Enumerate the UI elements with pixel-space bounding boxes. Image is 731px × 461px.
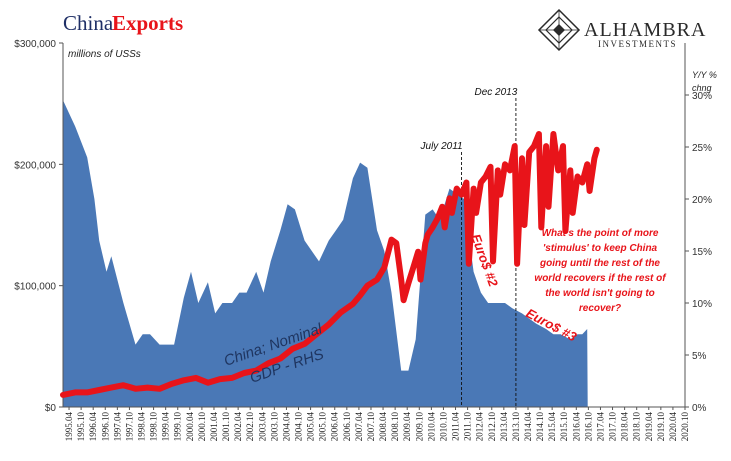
x-tick-label: 2019.04	[644, 412, 654, 442]
x-tick-label: 2019.10	[656, 412, 666, 442]
question-line-4: world recovers if the rest of	[534, 273, 667, 284]
x-tick-label: 2015.10	[559, 412, 569, 442]
left-tick-label: $300,000	[14, 39, 56, 50]
left-axis-label: millions of USSs	[68, 49, 141, 60]
x-tick-label: 2010.04	[426, 412, 436, 442]
x-tick-label: 2020.04	[668, 412, 678, 442]
x-tick-label: 1999.10	[173, 412, 183, 442]
x-tick-label: 2013.10	[511, 412, 521, 442]
gdp-area-layer	[63, 100, 588, 407]
x-tick-label: 2018.10	[632, 412, 642, 442]
x-tick-label: 1998.10	[149, 412, 159, 442]
x-tick-label: 2010.10	[438, 412, 448, 442]
x-tick-label: 2005.04	[306, 412, 316, 442]
x-tick-label: 2011.04	[451, 412, 461, 441]
right-tick-label: 10%	[692, 299, 712, 310]
x-tick-label: 1995.04	[64, 412, 74, 442]
left-tick-label: $0	[45, 403, 57, 414]
x-tick-label: 2014.10	[535, 412, 545, 442]
x-tick-label: 1997.04	[112, 412, 122, 442]
logo-mark-icon	[537, 8, 581, 52]
x-tick-label: 2006.04	[330, 412, 340, 442]
event-marker-label: July 2011	[420, 141, 463, 152]
x-tick-label: 1999.04	[161, 412, 171, 442]
x-tick-label: 2009.04	[402, 412, 412, 442]
question-line-3: going until the rest of the	[539, 258, 660, 269]
x-tick-label: 2000.04	[185, 412, 195, 442]
chart-title-part1: China	[63, 11, 114, 35]
x-tick-label: 2005.10	[318, 412, 328, 442]
gdp-area	[63, 100, 588, 407]
exports-line	[60, 131, 600, 398]
right-axis-label-2: chng	[692, 83, 712, 93]
logo-name: ALHAMBRA	[584, 19, 706, 41]
chart-title-part2: Exports	[112, 11, 183, 35]
x-tick-label: 2003.10	[269, 412, 279, 442]
x-tick-label: 2002.04	[233, 412, 243, 442]
exports-line-layer	[60, 131, 600, 398]
right-tick-label: 0%	[692, 403, 707, 414]
x-tick-label: 2000.10	[197, 412, 207, 442]
x-tick-label: 2009.10	[414, 412, 424, 442]
left-tick-label: $200,000	[14, 160, 56, 171]
x-tick-label: 1995.10	[76, 412, 86, 442]
x-tick-label: 2018.04	[620, 412, 630, 442]
x-tick-label: 2002.10	[245, 412, 255, 442]
alhambra-logo: ALHAMBRA INVESTMENTS	[537, 8, 706, 52]
x-tick-label: 1996.04	[88, 412, 98, 442]
question-line-5: the world isn't going to	[545, 288, 655, 299]
question-line-1: What's the point of more	[542, 228, 659, 239]
x-tick-label: 2016.10	[583, 412, 593, 442]
x-tick-label: 2003.04	[257, 412, 267, 442]
x-tick-label: 2001.10	[221, 412, 231, 442]
right-tick-label: 25%	[692, 143, 712, 154]
right-tick-label: 5%	[692, 351, 707, 362]
x-tick-label: 2017.10	[608, 412, 618, 442]
x-tick-label: 1998.04	[137, 412, 147, 442]
x-tick-label: 2017.04	[596, 412, 606, 442]
x-tick-label: 2004.10	[294, 412, 304, 442]
question-line-2: 'stimulus' to keep China	[543, 243, 658, 254]
x-tick-label: 2006.10	[342, 412, 352, 442]
x-tick-label: 1996.10	[100, 412, 110, 442]
x-tick-label: 2016.04	[571, 412, 581, 442]
x-tick-label: 1997.10	[124, 412, 134, 442]
right-tick-label: 15%	[692, 247, 712, 258]
left-tick-label: $100,000	[14, 282, 56, 293]
x-tick-label: 2012.10	[487, 412, 497, 442]
x-tick-label: 2011.10	[463, 412, 473, 441]
x-tick-label: 2007.04	[354, 412, 364, 442]
x-tick-label: 2008.10	[390, 412, 400, 442]
x-tick-label: 2008.04	[378, 412, 388, 442]
x-tick-label: 2020.10	[680, 412, 690, 442]
x-tick-label: 2007.10	[366, 412, 376, 442]
logo-sub: INVESTMENTS	[598, 39, 677, 49]
right-tick-label: 20%	[692, 195, 712, 206]
event-marker-label: Dec 2013	[475, 87, 518, 98]
axes-layer: $0 $100,000 $200,000 $300,000 0% 5% 10% 15% 20% 2…	[14, 39, 712, 441]
question-annotation: What's the point of more 'stimulus' to k…	[534, 228, 667, 314]
x-tick-label: 2014.04	[523, 412, 533, 442]
x-tick-label: 2001.04	[209, 412, 219, 442]
right-tick-label: 30%	[692, 91, 712, 102]
question-line-6: recover?	[579, 303, 621, 314]
x-tick-label: 2013.04	[499, 412, 509, 442]
right-axis-label-1: Y/Y %	[692, 70, 717, 80]
x-tick-label: 2012.04	[475, 412, 485, 442]
x-tick-label: 2004.04	[281, 412, 291, 442]
x-tick-label: 2015.04	[547, 412, 557, 442]
